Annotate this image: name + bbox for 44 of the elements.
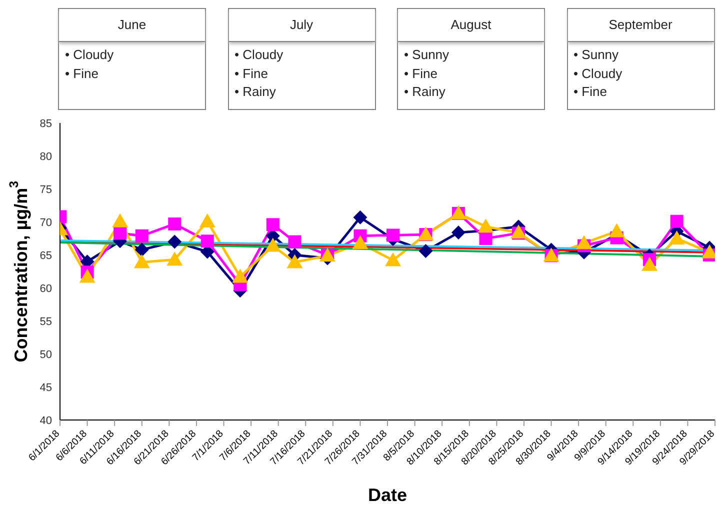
point bbox=[478, 218, 494, 233]
point bbox=[264, 238, 281, 252]
point bbox=[608, 223, 625, 238]
point bbox=[386, 228, 400, 242]
point bbox=[266, 218, 280, 232]
y-tick-label: 85 bbox=[40, 118, 52, 130]
y-tick-label: 55 bbox=[40, 316, 52, 328]
point bbox=[576, 235, 592, 250]
y-tick-label: 40 bbox=[40, 414, 52, 427]
point bbox=[199, 213, 216, 228]
point bbox=[112, 213, 128, 228]
point bbox=[114, 226, 127, 240]
point bbox=[352, 235, 368, 250]
point bbox=[135, 229, 148, 242]
point bbox=[418, 244, 433, 258]
x-axis-title: Date bbox=[368, 484, 408, 505]
point bbox=[479, 232, 492, 245]
point bbox=[200, 234, 214, 248]
point bbox=[168, 217, 182, 230]
y-tick-label: 80 bbox=[40, 150, 52, 163]
y-tick-label: 50 bbox=[40, 348, 52, 361]
point bbox=[670, 214, 684, 228]
month-card: September • Sunny • Cloudy • Fine bbox=[566, 8, 714, 110]
point bbox=[232, 268, 248, 283]
point bbox=[134, 242, 149, 257]
y-tick-label: 75 bbox=[40, 184, 52, 196]
month-card: August • Sunny • Fine • Rainy bbox=[397, 8, 545, 110]
month-card: June • Cloudy • Fine bbox=[58, 8, 206, 110]
point bbox=[451, 226, 466, 240]
point bbox=[79, 268, 96, 283]
point bbox=[642, 256, 658, 271]
point bbox=[166, 252, 183, 266]
point bbox=[168, 234, 182, 249]
point bbox=[384, 252, 401, 266]
month-card: July • Cloudy • Fine • Rainy bbox=[228, 8, 376, 110]
point bbox=[668, 230, 685, 244]
y-tick-label: 45 bbox=[40, 382, 52, 394]
point bbox=[134, 254, 150, 268]
y-tick-label: 70 bbox=[40, 216, 52, 229]
point bbox=[288, 235, 302, 248]
y-tick-label: 65 bbox=[40, 250, 52, 262]
point bbox=[353, 210, 368, 224]
point bbox=[286, 254, 303, 268]
y-tick-label: 60 bbox=[40, 282, 52, 295]
